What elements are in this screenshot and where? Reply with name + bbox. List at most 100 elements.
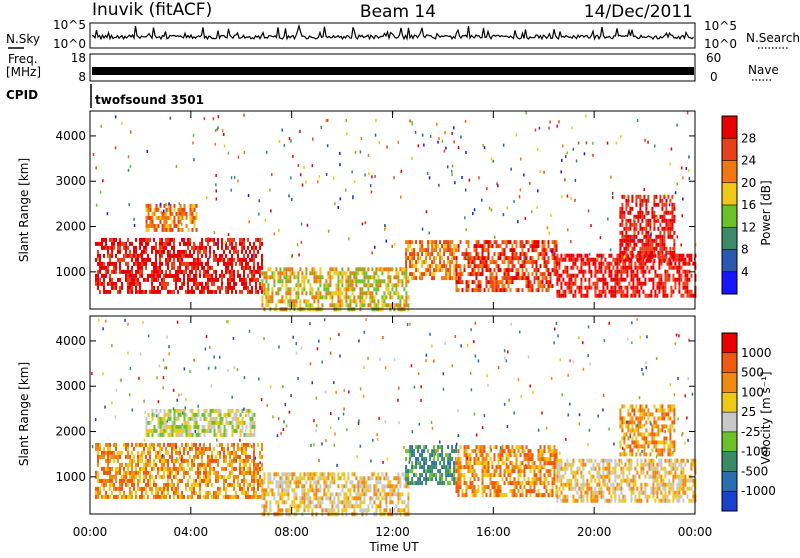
velocity-echo-cell [121,479,123,483]
velocity-echo-cell [291,472,293,476]
power-echo-cell [154,228,156,232]
velocity-echo-cell [205,483,207,487]
power-echo-cell [247,266,249,270]
power-echo-cell [625,255,627,259]
velocity-echo-cell [137,471,139,475]
velocity-echo-cell [125,495,127,499]
power-echo-cell [191,270,193,274]
velocity-echo-cell [275,500,277,504]
power-echo-cell [576,254,578,258]
power-echo-cell [582,270,584,274]
power-echo-cell [165,246,167,250]
power-echo-cell [186,216,188,220]
velocity-echo-cell [171,451,173,455]
power-echo-cell [119,270,121,274]
velocity-echo-cell [158,425,160,429]
velocity-echo-cell [323,472,325,476]
power-echo-cell [653,199,655,203]
velocity-echo-cell [237,475,239,479]
power-echo-cell [176,212,178,216]
velocity-echo-cell [209,447,211,451]
power-echo-cell [482,260,484,264]
velocity-echo-cell [460,461,462,465]
power-echo-cell [586,258,588,262]
power-echo-cell [682,282,684,286]
velocity-echo-cell [147,479,149,483]
power-echo-cell [143,262,145,266]
velocity-echo-cell [383,508,385,512]
velocity-echo-cell [176,417,178,421]
velocity-echo-cell [474,473,476,477]
power-echo-cell [213,278,215,282]
power-echo-cell [602,274,604,278]
power-echo-cell [349,279,351,283]
velocity-echo-cell [337,472,339,476]
velocity-echo-cell [97,475,99,479]
power-echo-cell [641,227,643,231]
power-echo-cell [610,262,612,266]
velocity-echo-cell [221,447,223,451]
velocity-echo-cell [500,457,502,461]
velocity-echo-cell [359,496,361,500]
velocity-echo-cell [145,475,147,479]
velocity-echo-cell [160,429,162,433]
velocity-echo-cell [403,500,405,504]
power-echo-cell [241,278,243,282]
power-echo-cell [241,246,243,250]
power-echo-cell [243,274,245,278]
velocity-echo-cell [530,493,532,497]
power-echo-cell [522,260,524,264]
power-echo-cell [616,278,618,282]
power-echo-cell [598,270,600,274]
velocity-echo-cell [307,488,309,492]
power-echo-cell [453,272,455,276]
power-echo-cell [478,244,480,248]
power-echo-cell [680,258,682,262]
velocity-echo-cell [359,500,361,504]
velocity-echo-cell [99,447,101,451]
power-sparse-echo [105,245,107,248]
power-echo-cell [327,271,329,275]
velocity-echo-cell [385,472,387,476]
power-echo-cell [526,260,528,264]
velocity-echo-cell [199,447,201,451]
power-echo-cell [453,252,455,256]
power-echo-cell [156,228,158,232]
power-echo-cell [189,254,191,258]
power-echo-cell [174,220,176,224]
power-echo-cell [619,215,621,219]
power-echo-cell [673,219,675,223]
power-echo-cell [498,280,500,284]
power-echo-cell [135,262,137,266]
power-sparse-echo [111,252,113,255]
velocity-echo-cell [544,485,546,489]
power-echo-cell [532,272,534,276]
power-sparse-echo [519,195,521,198]
power-echo-cell [341,303,343,307]
power-echo-cell [295,283,297,287]
power-colorbar-segment [722,161,737,183]
power-echo-cell [363,275,365,279]
power-echo-cell [512,244,514,248]
power-echo-cell [111,238,113,242]
power-echo-cell [281,271,283,275]
velocity-echo-cell [281,492,283,496]
velocity-echo-cell [538,489,540,493]
power-sparse-echo [610,176,612,179]
velocity-echo-cell [240,429,242,433]
power-echo-cell [193,266,195,270]
power-echo-cell [225,290,227,294]
velocity-echo-cell [121,475,123,479]
velocity-echo-cell [287,472,289,476]
power-echo-cell [671,227,673,231]
velocity-echo-cell [137,443,139,447]
power-echo-cell [528,260,530,264]
power-echo-cell [229,270,231,274]
power-echo-cell [247,274,249,278]
velocity-echo-cell [305,504,307,508]
power-echo-cell [117,278,119,282]
power-echo-cell [194,208,196,212]
power-echo-cell [594,266,596,270]
velocity-echo-cell [375,504,377,508]
power-echo-cell [339,299,341,303]
